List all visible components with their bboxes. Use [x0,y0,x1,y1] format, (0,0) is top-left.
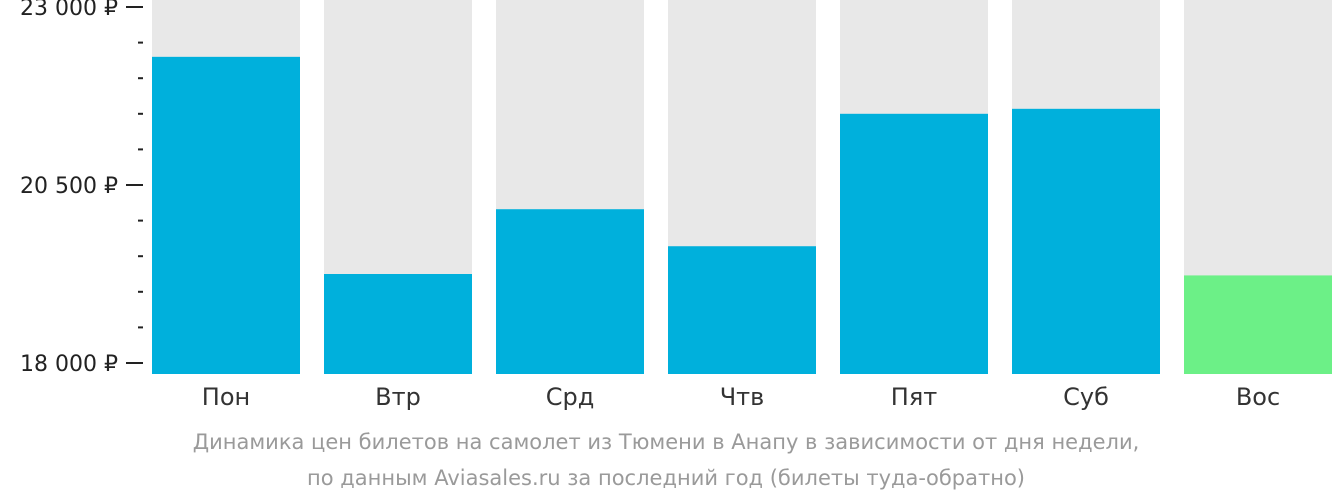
bar-4 [668,246,816,374]
y-tick-label: 18 000 ₽ [20,352,118,377]
bar-5 [840,113,988,375]
x-tick-label: Пят [891,383,937,411]
bar-1 [152,56,300,375]
y-tick-label: 20 500 ₽ [20,174,118,199]
x-axis-labels: Пон Втр Срд Чтв Пят Суб Вос [202,383,1280,411]
x-tick-label: Чтв [720,383,765,411]
bar-3 [496,209,644,374]
chart-caption-line-2: по данным Aviasales.ru за последний год … [307,466,1025,490]
y-axis: 18 000 ₽ 20 500 ₽ 23 000 ₽ [20,0,143,377]
bar-2 [324,274,472,374]
x-tick-label: Вос [1236,383,1280,411]
bars [152,56,1332,375]
x-tick-label: Пон [202,383,250,411]
chart-caption-line-1: Динамика цен билетов на самолет из Тюмен… [192,430,1140,454]
bar-6 [1012,108,1160,374]
bar-7 [1184,275,1332,374]
x-tick-label: Срд [546,383,595,411]
y-tick-label: 23 000 ₽ [20,0,118,21]
x-tick-label: Суб [1063,383,1109,411]
x-tick-label: Втр [375,383,421,411]
